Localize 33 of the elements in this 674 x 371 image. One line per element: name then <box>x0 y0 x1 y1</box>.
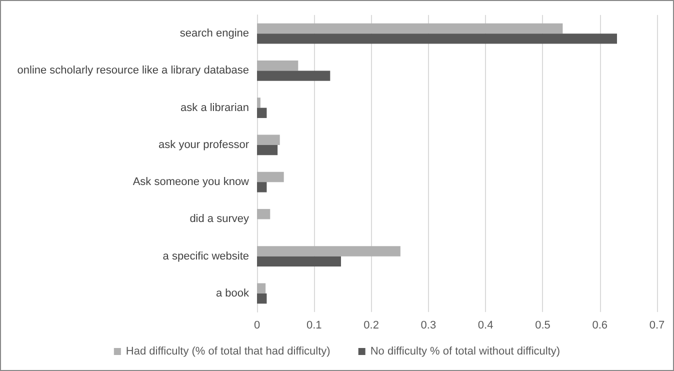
legend-label: No difficulty % of total without difficulty) <box>370 346 560 358</box>
bar <box>257 108 267 118</box>
y-tick-label: a book <box>216 287 250 300</box>
bar <box>257 172 284 182</box>
x-tick-label: 0.6 <box>592 320 608 332</box>
y-tick-label: did a survey <box>190 213 250 226</box>
x-tick-label: 0.5 <box>535 320 550 332</box>
bar <box>257 70 330 81</box>
legend-label: Had difficulty (% of total that had difficulty) <box>126 346 330 358</box>
y-tick-label: Ask someone you know <box>132 176 250 188</box>
y-tick-label: a specific website <box>162 250 249 262</box>
y-tick-label: search engine <box>180 28 249 40</box>
x-tick-label: 0.1 <box>306 320 322 332</box>
bar <box>257 144 278 156</box>
bar <box>257 182 267 192</box>
bar <box>257 283 266 294</box>
bar <box>257 134 280 145</box>
bar <box>257 293 267 304</box>
x-tick-label: 0.7 <box>649 320 665 332</box>
bar <box>257 246 400 256</box>
y-tick-label: ask a librarian <box>180 102 249 114</box>
bar <box>257 23 563 34</box>
x-tick-label: 0.3 <box>420 320 436 332</box>
bar <box>257 60 298 71</box>
bar <box>257 34 617 44</box>
bar <box>257 208 270 220</box>
bar <box>257 256 341 267</box>
y-tick-label: ask your professor <box>158 138 250 151</box>
x-tick-label: 0.2 <box>364 320 379 332</box>
y-tick-label: online scholarly resource like a library database <box>17 64 249 77</box>
bar <box>257 98 260 108</box>
x-tick-label: 0 <box>254 320 260 332</box>
x-tick-label: 0.4 <box>478 320 494 332</box>
